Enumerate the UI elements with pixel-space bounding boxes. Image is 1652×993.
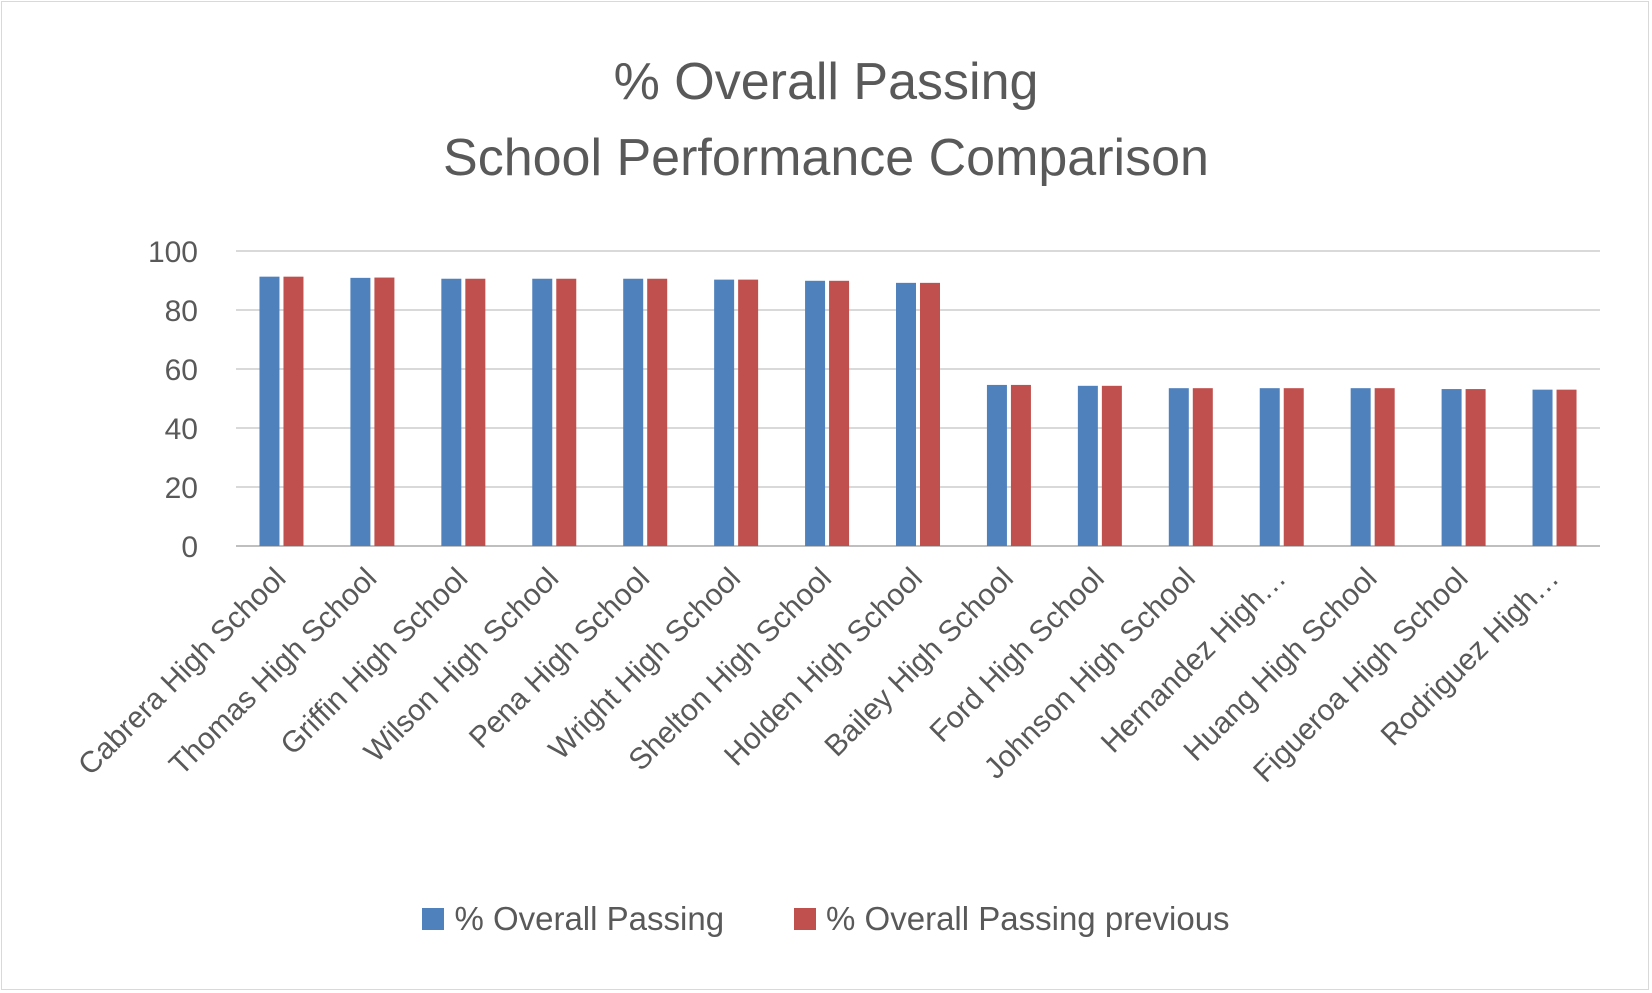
bar-current bbox=[259, 276, 280, 546]
bar-previous bbox=[1374, 388, 1395, 546]
y-tick-label: 80 bbox=[165, 295, 198, 328]
bar-previous bbox=[556, 278, 577, 546]
legend-item-current: % Overall Passing bbox=[422, 900, 724, 938]
bar-previous bbox=[738, 279, 759, 546]
y-tick-label: 20 bbox=[165, 472, 198, 505]
chart-legend: % Overall Passing % Overall Passing prev… bbox=[0, 900, 1652, 938]
bar-previous bbox=[1465, 389, 1486, 546]
bar-previous bbox=[1010, 384, 1031, 546]
bar-previous bbox=[283, 276, 304, 546]
legend-label-previous: % Overall Passing previous bbox=[826, 900, 1230, 937]
legend-label-current: % Overall Passing bbox=[454, 900, 725, 937]
legend-swatch-current bbox=[422, 908, 445, 930]
bar-current bbox=[441, 278, 462, 546]
bar-previous bbox=[829, 280, 850, 546]
bar-current bbox=[1259, 388, 1280, 546]
bar-current bbox=[532, 278, 553, 546]
legend-item-previous: % Overall Passing previous bbox=[794, 900, 1230, 938]
bar-current bbox=[896, 282, 916, 546]
bar-current bbox=[714, 279, 735, 546]
y-tick-label: 40 bbox=[165, 413, 198, 446]
bar-current bbox=[1168, 388, 1189, 546]
chart-subtitle: School Performance Comparison bbox=[443, 129, 1209, 187]
bar-current bbox=[1350, 388, 1371, 546]
chart-title: % Overall Passing bbox=[613, 53, 1039, 111]
bar-current bbox=[350, 277, 371, 546]
bar-previous bbox=[647, 278, 668, 546]
y-tick-label: 100 bbox=[148, 236, 198, 269]
y-tick-label: 60 bbox=[165, 354, 198, 387]
bar-current bbox=[1532, 389, 1553, 546]
bar-current bbox=[805, 280, 826, 546]
y-tick-label: 0 bbox=[181, 531, 198, 564]
x-tick-label: Rodriguez High… bbox=[1375, 562, 1566, 753]
bar-previous bbox=[374, 277, 395, 546]
bar-current bbox=[623, 278, 644, 546]
bar-current bbox=[986, 384, 1007, 546]
bar-previous bbox=[465, 278, 486, 546]
bar-previous bbox=[1101, 385, 1122, 546]
x-tick-label: Ford High School bbox=[924, 562, 1111, 749]
bar-current bbox=[1441, 389, 1462, 546]
bar-previous bbox=[920, 282, 940, 546]
bar-previous bbox=[1192, 388, 1213, 546]
bar-previous bbox=[1556, 389, 1577, 546]
bar-previous bbox=[1283, 388, 1304, 546]
bar-current bbox=[1077, 385, 1098, 546]
legend-swatch-previous bbox=[794, 908, 817, 930]
